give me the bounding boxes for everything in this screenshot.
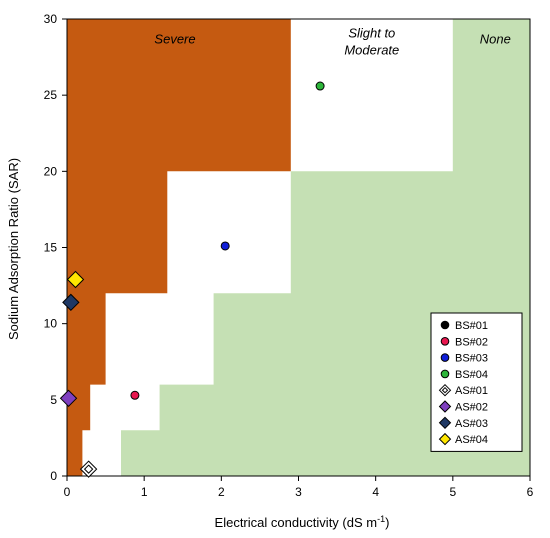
y-tick-label: 30 bbox=[44, 12, 58, 26]
legend-label: AS#01 bbox=[455, 385, 488, 397]
y-axis-ticks: 0 5 10 15 20 25 30 bbox=[44, 12, 67, 483]
zone-none bbox=[121, 19, 530, 476]
legend-marker-as02 bbox=[438, 400, 452, 413]
x-tick-label: 4 bbox=[372, 485, 379, 499]
legend-label: BS#01 bbox=[455, 320, 488, 332]
point-as01-inner bbox=[83, 464, 94, 474]
x-axis-ticks: 0 1 2 3 4 5 6 bbox=[64, 476, 534, 499]
legend-marker-as04 bbox=[438, 432, 452, 446]
y-axis-title: Sodium Adsorption Ratio (SAR) bbox=[6, 158, 21, 340]
x-tick-label: 1 bbox=[141, 485, 148, 499]
x-axis-title: Electrical conductivity (dS m-1) bbox=[215, 514, 390, 530]
zone-label-line: Slight to bbox=[348, 25, 395, 40]
legend-marker-bs01 bbox=[440, 320, 450, 330]
legend-box bbox=[430, 312, 523, 452]
legend-label: AS#02 bbox=[455, 402, 488, 414]
legend-marker-bs02 bbox=[440, 337, 450, 346]
zone-label: Severe bbox=[154, 31, 195, 46]
y-tick-label: 20 bbox=[44, 164, 58, 178]
zone-label-line: Severe bbox=[154, 31, 195, 46]
x-tick-label: 2 bbox=[218, 485, 225, 499]
zone-label: Slight to Moderate bbox=[344, 25, 399, 57]
point-as04 bbox=[66, 270, 85, 289]
y-tick-label: 25 bbox=[44, 88, 58, 102]
legend-label: BS#04 bbox=[455, 369, 488, 381]
legend-marker-as01-inner bbox=[441, 386, 449, 394]
y-tick-label: 5 bbox=[50, 393, 57, 407]
legend-label: AS#04 bbox=[455, 434, 488, 446]
y-tick-label: 10 bbox=[44, 317, 58, 331]
x-tick-label: 3 bbox=[295, 485, 302, 499]
legend-label: BS#02 bbox=[455, 336, 488, 348]
point-bs03 bbox=[220, 241, 230, 251]
legend-label: BS#03 bbox=[455, 353, 488, 365]
x-tick-label: 6 bbox=[527, 485, 534, 499]
legend: BS#01 BS#02 BS#03 BS#04 AS#01 AS#02 AS#03 AS#04 bbox=[430, 312, 523, 452]
zone-label-line: None bbox=[480, 31, 511, 46]
zone-severe bbox=[67, 19, 291, 476]
legend-marker-bs04 bbox=[440, 369, 450, 379]
x-tick-label: 5 bbox=[449, 485, 456, 499]
point-as03 bbox=[62, 293, 80, 312]
zone-labels: Severe Slight to Moderate None bbox=[154, 25, 510, 57]
legend-label: AS#03 bbox=[455, 418, 488, 430]
x-tick-label: 0 bbox=[64, 485, 71, 499]
legend-marker-bs03 bbox=[440, 353, 450, 362]
data-points bbox=[59, 81, 325, 478]
point-as02 bbox=[59, 389, 78, 408]
y-tick-label: 0 bbox=[50, 469, 57, 483]
point-bs02 bbox=[130, 390, 140, 400]
point-bs04 bbox=[315, 81, 325, 91]
hazard-zones bbox=[67, 19, 530, 476]
zone-label: None bbox=[480, 31, 511, 46]
y-tick-label: 15 bbox=[44, 241, 58, 255]
zone-label-line: Moderate bbox=[344, 42, 399, 57]
legend-marker-as03 bbox=[438, 416, 452, 430]
